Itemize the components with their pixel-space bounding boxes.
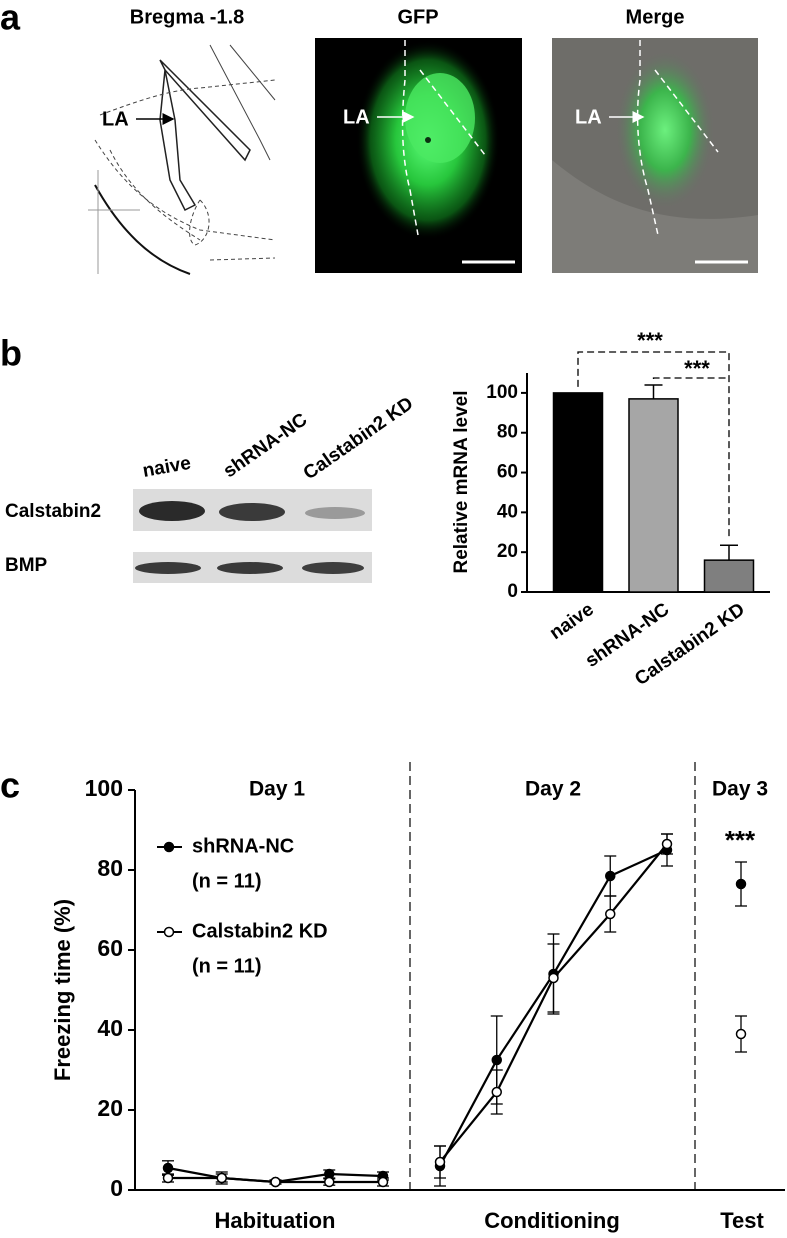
- panel-letter: c: [0, 765, 20, 806]
- legend-label: shRNA-NC: [192, 835, 294, 857]
- y-tick-label: 0: [507, 581, 518, 602]
- marker: [605, 908, 616, 920]
- y-axis-label: Freezing time (%): [50, 899, 75, 1081]
- y-tick-label: 0: [110, 1175, 123, 1201]
- y-tick-label: 80: [497, 422, 518, 443]
- y-tick-label: 60: [97, 935, 123, 961]
- marker: [491, 1054, 502, 1066]
- marker: [661, 838, 673, 850]
- significance-label: ***: [725, 825, 756, 855]
- y-tick-label: 20: [97, 1095, 123, 1121]
- significance-bracket: [577, 351, 730, 540]
- marker: [377, 1176, 389, 1188]
- phase-label: Conditioning: [484, 1208, 620, 1233]
- gfp-image: [315, 38, 522, 273]
- bar: [552, 392, 604, 593]
- y-tick-label: 60: [497, 462, 518, 483]
- merge-image: [552, 38, 758, 273]
- marker: [491, 1086, 502, 1098]
- marker: [270, 1176, 281, 1188]
- panel-title: GFP: [397, 6, 438, 28]
- significance-label: ***: [637, 328, 663, 353]
- y-tick-label: 80: [97, 855, 123, 881]
- legend-label: (n = 11): [192, 955, 261, 977]
- bar: [703, 559, 755, 593]
- region-label: LA: [102, 108, 129, 130]
- lane-label: Calstabin2 KD: [300, 393, 418, 484]
- row-label: BMP: [5, 555, 48, 576]
- marker: [735, 878, 747, 890]
- panel-title: Merge: [626, 6, 685, 28]
- significance-label: ***: [684, 356, 710, 381]
- marker: [216, 1172, 227, 1184]
- bar: [628, 398, 679, 593]
- marker: [324, 1176, 335, 1188]
- phase-label: Habituation: [215, 1208, 336, 1233]
- legend-marker: [163, 926, 175, 938]
- legend-label: Calstabin2 KD: [192, 920, 328, 942]
- marker: [548, 972, 559, 984]
- panel-title: Bregma -1.8: [130, 6, 245, 28]
- x-tick-label: naive: [546, 599, 598, 644]
- region-label: LA: [575, 106, 602, 128]
- legend-label: (n = 11): [192, 870, 261, 892]
- marker: [735, 1028, 747, 1040]
- region-label: LA: [343, 106, 370, 128]
- day-label: Day 2: [525, 778, 581, 801]
- panel-letter: b: [0, 333, 22, 374]
- marker: [162, 1162, 174, 1174]
- atlas-drawing: [88, 38, 277, 275]
- y-tick-label: 40: [97, 1015, 123, 1041]
- y-tick-label: 20: [497, 541, 518, 562]
- y-axis-label: Relative mRNA level: [451, 390, 472, 573]
- significance-bracket: [652, 377, 729, 379]
- marker: [434, 1156, 446, 1168]
- lane-label: shRNA-NC: [220, 409, 312, 482]
- phase-label: Test: [720, 1208, 764, 1233]
- y-tick-label: 100: [85, 775, 123, 801]
- row-label: Calstabin2: [5, 501, 101, 522]
- day-label: Day 3: [712, 778, 768, 801]
- western-blot: [133, 489, 372, 583]
- lane-label: naive: [141, 453, 193, 482]
- day-label: Day 1: [249, 778, 305, 801]
- y-tick-label: 40: [497, 501, 518, 522]
- panel-letter: a: [0, 0, 21, 38]
- y-tick-label: 100: [486, 382, 518, 403]
- legend-marker: [163, 841, 175, 853]
- marker: [605, 870, 616, 882]
- marker: [162, 1172, 174, 1184]
